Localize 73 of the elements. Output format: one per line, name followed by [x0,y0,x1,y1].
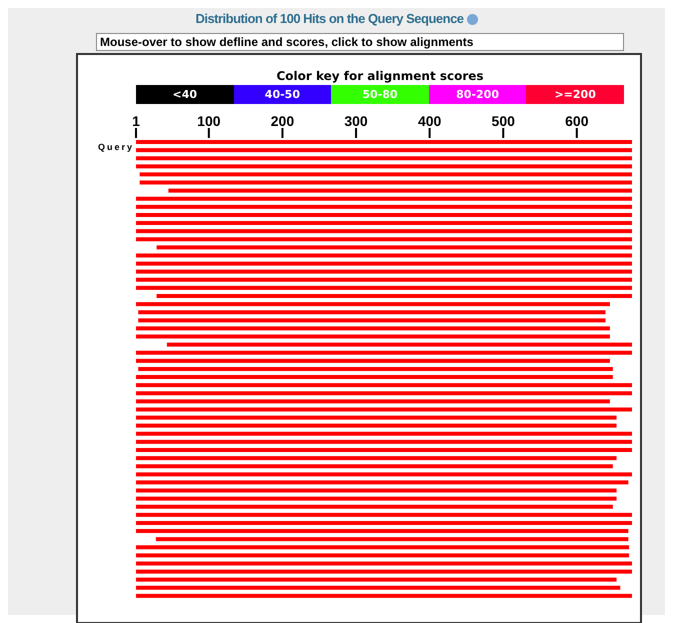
bar [136,286,632,290]
x-tick-label: 200 [270,113,294,129]
bar [140,172,632,176]
bar [136,326,610,330]
bar [136,253,632,258]
bar [136,237,632,242]
bar [136,594,632,598]
x-tick-label: 100 [197,113,221,129]
bar [136,334,610,339]
bar [136,358,610,363]
bar [136,520,632,525]
bar [136,578,617,582]
text: Mouse-over to show defline and scores, click to show alignments [96,33,624,51]
bar [138,310,606,314]
bar [168,188,632,193]
bar [136,399,610,404]
bar [136,504,613,509]
bar [136,561,632,566]
chart-title: Distribution of 100 Hits on the Query Sequence [194,10,465,26]
bar [136,164,632,168]
category-label: <40 [136,85,234,104]
bar [138,318,606,322]
bar [136,512,632,517]
bar [136,391,632,396]
bar [136,553,630,558]
bar [136,156,632,160]
bar [136,302,610,306]
x-tick-label: 300 [344,113,368,129]
bar [140,180,632,185]
bar [136,480,628,484]
bar [136,416,617,420]
bar [136,204,632,209]
bar [136,456,617,460]
bar [136,464,613,468]
bar [136,488,617,493]
bar [136,496,617,501]
category-label: 80-200 [428,85,526,104]
bar [136,212,632,217]
bar [136,545,630,550]
bar [156,294,632,298]
x-tick-label: 1 [132,113,140,129]
bar [136,148,632,152]
category-label: >=200 [526,85,624,104]
bar [136,407,632,412]
bar [136,424,617,428]
bar [136,140,632,144]
bar [136,262,632,266]
bar [136,529,628,534]
bar [136,278,632,282]
bar [156,245,632,250]
bar [136,221,632,226]
bar [136,350,632,355]
bar [136,440,632,444]
bar [136,472,632,476]
x-tick-label: 400 [418,113,442,129]
x-tick-label: 600 [565,113,589,129]
x-tick-label: 500 [492,113,516,129]
bar [136,196,632,201]
bar [136,383,632,388]
bar [136,229,632,234]
bar [156,537,628,542]
bar [136,432,632,436]
bar [136,570,632,574]
bar [136,586,620,590]
text: Query [98,142,134,152]
category-label: 40-50 [234,85,332,104]
bar [136,270,632,274]
bar [136,375,613,380]
text: Color key for alignment scores [275,69,485,83]
category-label: 50-80 [331,85,429,104]
bar [136,448,632,452]
bar [138,366,613,371]
bar [166,342,632,347]
